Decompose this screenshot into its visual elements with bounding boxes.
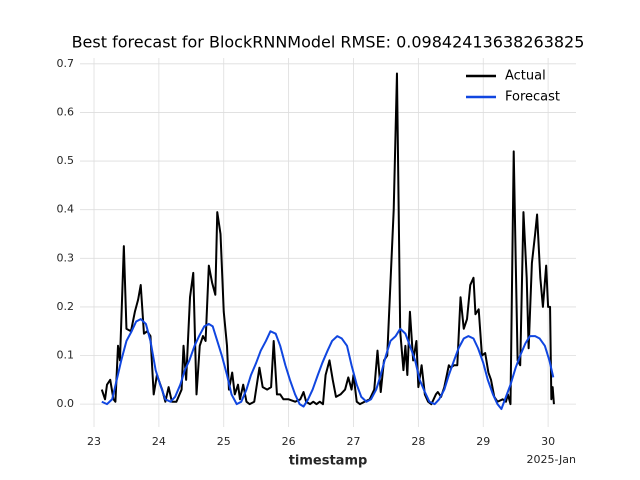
y-tick-label: 0.5 <box>57 154 75 167</box>
x-tick-label: 30 <box>541 435 555 448</box>
legend-label: Forecast <box>505 90 560 105</box>
x-tick-label: 28 <box>411 435 425 448</box>
y-tick-label: 0.4 <box>57 203 75 216</box>
y-tick-label: 0.7 <box>57 57 75 70</box>
y-tick-label: 0.1 <box>57 349 75 362</box>
x-tick-label: 24 <box>152 435 166 448</box>
legend-label: Actual <box>505 69 546 84</box>
x-offset-label: 2025-Jan <box>526 453 576 466</box>
y-tick-label: 0.6 <box>57 105 75 118</box>
x-axis-label: timestamp <box>289 454 368 469</box>
series-line <box>101 318 555 411</box>
y-tick-label: 0.0 <box>57 397 75 410</box>
x-tick-label: 29 <box>476 435 490 448</box>
y-tick-label: 0.2 <box>57 300 75 313</box>
x-tick-label: 25 <box>217 435 231 448</box>
x-tick-label: 27 <box>346 435 360 448</box>
chart-title: Best forecast for BlockRNNModel RMSE: 0.… <box>72 33 585 52</box>
x-tick-label: 26 <box>282 435 296 448</box>
series-line <box>100 72 555 406</box>
x-tick-label: 23 <box>87 435 101 448</box>
y-tick-label: 0.3 <box>57 251 75 264</box>
